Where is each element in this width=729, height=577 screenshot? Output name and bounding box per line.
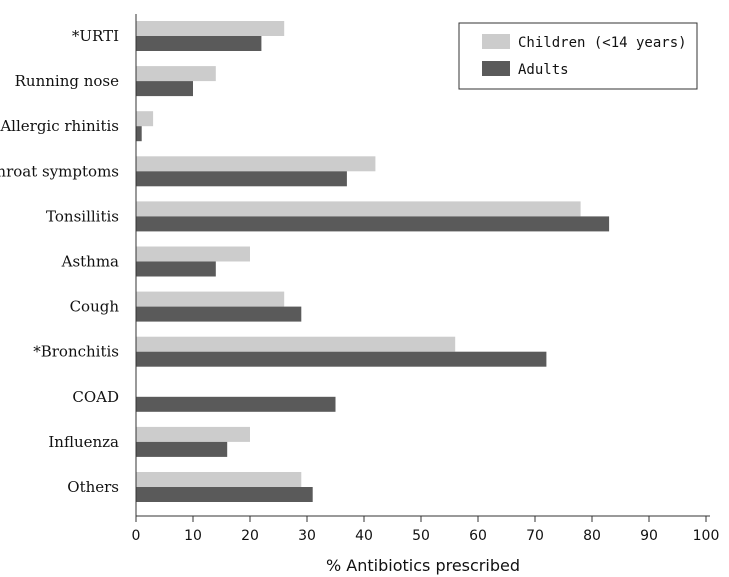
category-label-8: COAD	[72, 388, 119, 406]
x-tick-label-3: 30	[298, 528, 316, 544]
category-label-2: Allergic rhinitis	[0, 117, 119, 135]
x-tick-label-4: 40	[355, 528, 373, 544]
category-label-6: Cough	[70, 298, 120, 316]
category-label-3: Throat symptoms	[0, 162, 119, 180]
x-tick-label-8: 80	[583, 528, 601, 544]
x-tick-label-1: 10	[184, 528, 202, 544]
x-tick-label-5: 50	[412, 528, 430, 544]
x-tick-label-6: 60	[469, 528, 487, 544]
x-axis: 0 10 20 30 40 50 60 70 80 90 100	[132, 14, 720, 544]
bar-children-0	[136, 21, 285, 36]
legend-swatch-adults	[482, 61, 510, 76]
legend-label-children: Children (<14 years)	[518, 35, 687, 51]
x-tick-label-9: 90	[640, 528, 658, 544]
bars-group	[136, 21, 610, 502]
category-label-1: Running nose	[15, 72, 119, 90]
category-label-10: Others	[67, 478, 119, 496]
legend: Children (<14 years) Adults	[458, 22, 698, 90]
bar-adults-1	[136, 81, 193, 97]
bar-adults-2	[136, 126, 142, 142]
category-label-0: *URTI	[72, 27, 119, 45]
category-label-9: Influenza	[48, 433, 119, 451]
category-label-4: Tonsillitis	[46, 207, 119, 225]
bar-children-9	[136, 426, 250, 442]
bar-adults-7	[136, 351, 547, 367]
bar-children-10	[136, 472, 302, 487]
category-label-5: Asthma	[61, 253, 119, 271]
x-tick-label-10: 100	[693, 528, 720, 544]
x-tick-label-2: 20	[241, 528, 259, 544]
bar-adults-4	[136, 216, 610, 232]
x-axis-title: % Antibiotics prescribed	[326, 556, 520, 575]
legend-frame	[458, 22, 698, 90]
bar-adults-3	[136, 171, 347, 187]
bar-children-5	[136, 246, 250, 262]
bar-adults-6	[136, 306, 302, 322]
category-label-7: *Bronchitis	[33, 343, 119, 361]
bar-children-2	[136, 111, 154, 127]
category-labels: *URTI Running nose Allergic rhinitis Throat…	[0, 27, 119, 496]
x-tick-label-7: 70	[526, 528, 544, 544]
legend-swatch-children	[482, 34, 510, 49]
bar-adults-10	[136, 487, 313, 502]
bar-children-7	[136, 336, 456, 352]
bar-adults-0	[136, 36, 262, 51]
bar-adults-5	[136, 261, 216, 277]
bar-adults-9	[136, 441, 228, 457]
bar-children-6	[136, 291, 285, 307]
x-tick-label-0: 0	[132, 528, 141, 544]
bar-children-4	[136, 201, 581, 217]
bar-children-1	[136, 66, 216, 82]
bar-adults-8	[136, 396, 336, 412]
bar-children-3	[136, 156, 376, 172]
legend-label-adults: Adults	[518, 62, 569, 78]
